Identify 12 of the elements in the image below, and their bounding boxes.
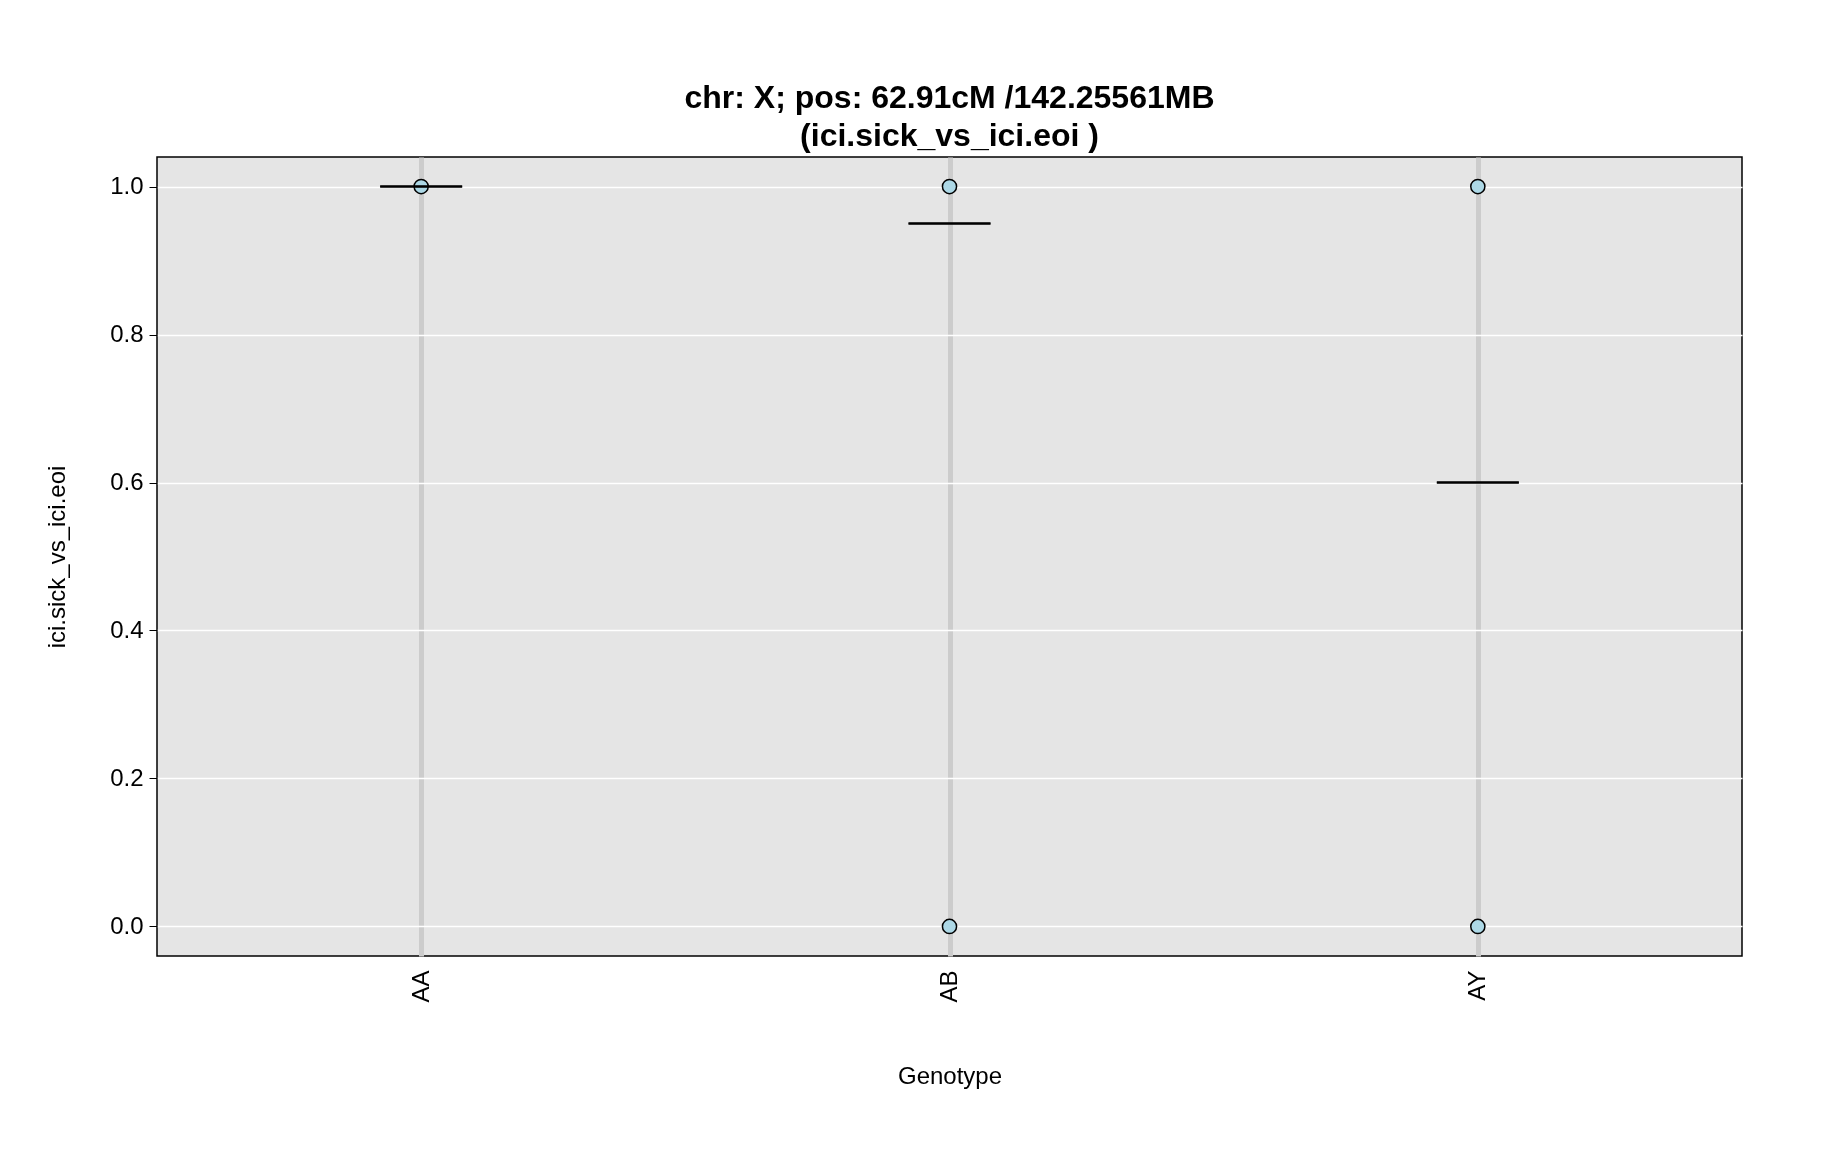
chart-title: chr: X; pos: 62.91cM /142.25561MB (ici.sick_vs_ici.eoi ) — [684, 79, 1215, 153]
x-tick-label: AA — [406, 970, 434, 1003]
y-tick-label: 0.2 — [110, 763, 144, 791]
x-tick-label: AB — [935, 970, 962, 1003]
y-tick-label: 0.0 — [110, 911, 144, 939]
x-axis-title: Genotype — [897, 1061, 1003, 1089]
y-tick-label: 1.0 — [110, 172, 144, 200]
y-tick-label: 0.4 — [110, 615, 144, 643]
x-tick-label: AY — [1463, 970, 1491, 1001]
y-tick-label: 0.8 — [110, 320, 144, 348]
y-axis-title: ici.sick_vs_ici.eoi — [43, 465, 71, 649]
y-tick-label: 0.6 — [110, 468, 144, 496]
